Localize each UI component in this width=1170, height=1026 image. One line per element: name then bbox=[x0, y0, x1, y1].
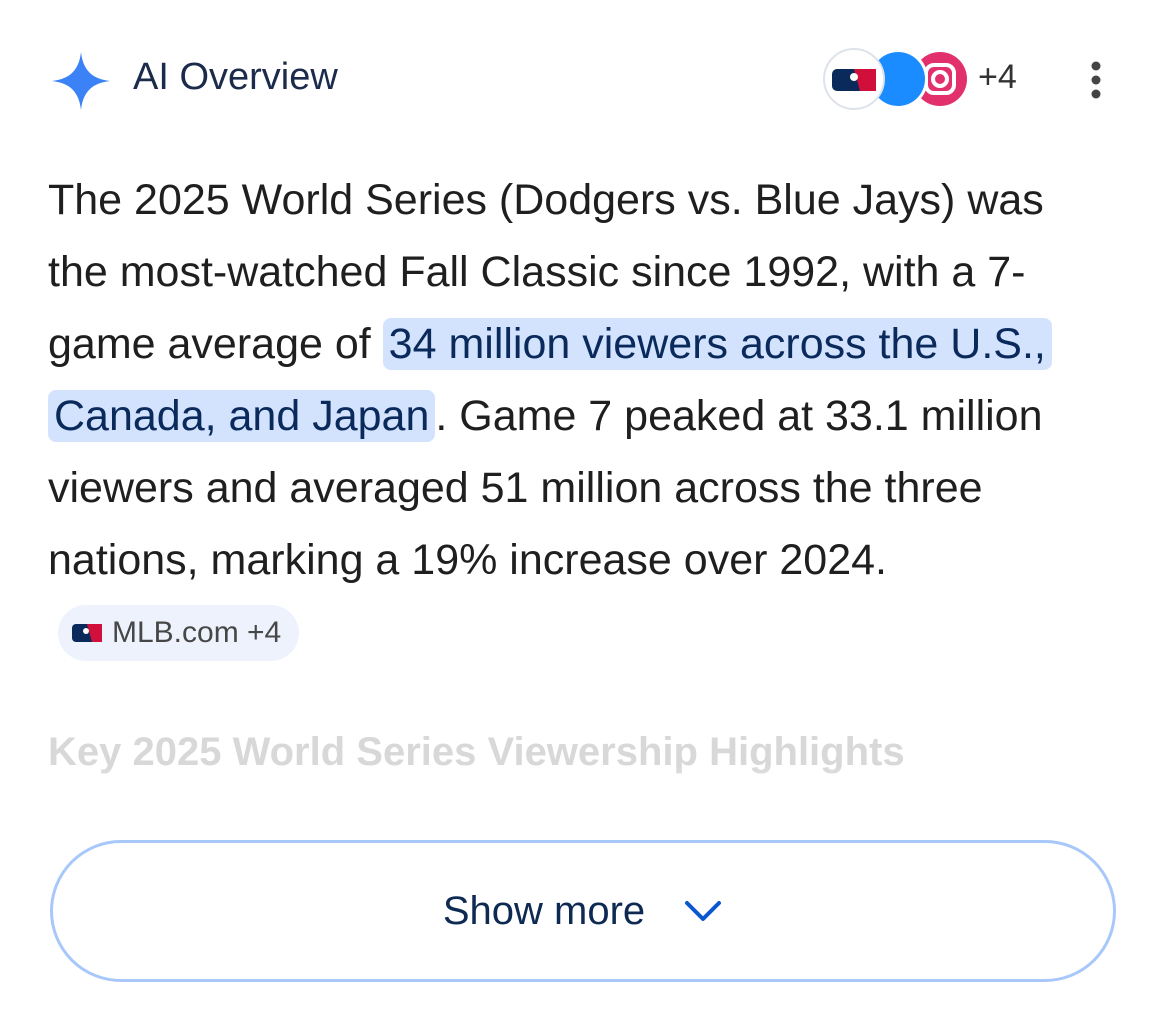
summary-text: The 2025 World Series (Dodgers vs. Blue … bbox=[48, 176, 1044, 368]
header: AI Overview +4 bbox=[0, 0, 1170, 150]
menu-button[interactable] bbox=[1082, 60, 1110, 100]
source-avatars[interactable] bbox=[822, 47, 972, 111]
chevron-down bbox=[685, 901, 722, 921]
citation-label: MLB.com +4 bbox=[112, 616, 282, 649]
show-more-button[interactable]: Show more bbox=[50, 840, 1116, 982]
button-label: Show more bbox=[442, 888, 646, 933]
sources-count[interactable]: +4 bbox=[978, 58, 1017, 96]
sparkle-icon bbox=[52, 52, 110, 110]
summary-text: . Game 7 peaked at 33.1 million viewers … bbox=[48, 392, 1043, 584]
citation-chip[interactable]: MLB.com +4 bbox=[58, 605, 300, 661]
section-heading: Key 2025 World Series Viewership Highlig… bbox=[48, 730, 905, 774]
mlb-icon bbox=[72, 624, 102, 642]
summary: The 2025 World Series (Dodgers vs. Blue … bbox=[48, 164, 1083, 668]
title: AI Overview bbox=[133, 56, 338, 98]
